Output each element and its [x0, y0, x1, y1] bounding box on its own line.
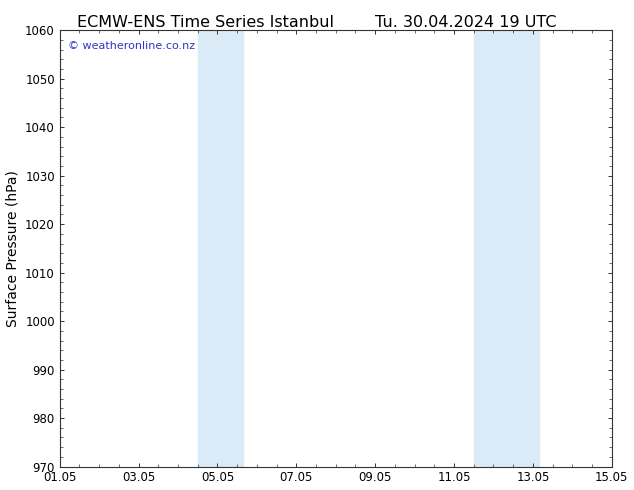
Y-axis label: Surface Pressure (hPa): Surface Pressure (hPa) — [6, 170, 20, 327]
Text: © weatheronline.co.nz: © weatheronline.co.nz — [68, 41, 195, 51]
Bar — [198, 30, 243, 466]
Bar — [474, 30, 539, 466]
Text: ECMW-ENS Time Series Istanbul        Tu. 30.04.2024 19 UTC: ECMW-ENS Time Series Istanbul Tu. 30.04.… — [77, 15, 557, 30]
